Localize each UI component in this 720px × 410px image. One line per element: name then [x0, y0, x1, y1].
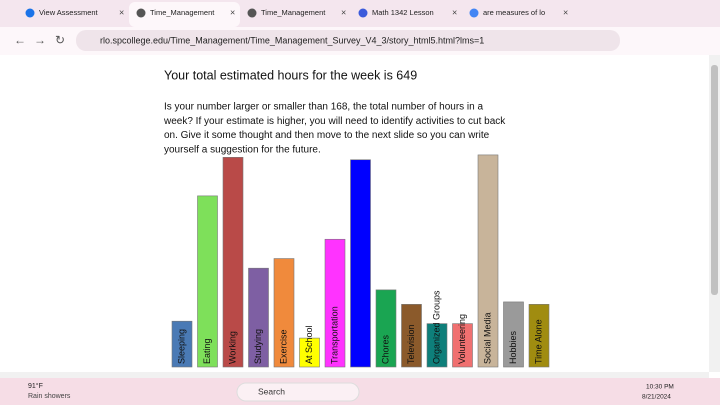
- tab-icon: [358, 8, 368, 18]
- tab-icon: [136, 8, 146, 18]
- taskbar: [0, 378, 720, 405]
- bar-label: Working: [227, 331, 237, 364]
- tab-title[interactable]: Time_Management: [150, 8, 215, 17]
- bar-label: Time Alone: [533, 319, 543, 364]
- bar: [477, 154, 499, 368]
- tab-title[interactable]: Time_Management: [261, 8, 326, 17]
- bar-label: Hobbies: [508, 330, 518, 364]
- clock-date: 8/21/2024: [642, 394, 671, 401]
- forward[interactable]: →: [34, 33, 46, 47]
- bar: [426, 323, 448, 368]
- bar: [375, 289, 397, 368]
- reload[interactable]: ↻: [55, 33, 65, 47]
- bar: [171, 320, 193, 368]
- tab-icon: [25, 8, 35, 18]
- heading: Your total estimated hours for the week …: [164, 68, 417, 82]
- bar-label: Social Media: [482, 312, 492, 364]
- bar-label: Sleeping: [176, 329, 186, 364]
- tab-close[interactable]: ×: [341, 7, 346, 17]
- h-scrollbar: [0, 372, 709, 378]
- bar: [503, 301, 524, 368]
- bar: [528, 304, 550, 368]
- paragraph-line: on. Give it some thought and then move t…: [164, 130, 490, 141]
- bar: [452, 323, 473, 368]
- bar-label: Exercise: [278, 329, 288, 364]
- scroll-thumb[interactable]: [711, 65, 718, 295]
- tab-title[interactable]: View Assessment: [39, 8, 99, 17]
- bar: [273, 258, 295, 368]
- paragraph-line: yourself a suggestion for the future.: [164, 145, 321, 156]
- active-tab: [129, 2, 240, 27]
- bar-label: Organized Groups: [431, 290, 441, 364]
- bar: [401, 304, 422, 368]
- paragraph-line: week? If your estimate is higher, you wi…: [163, 116, 506, 127]
- clock-time: 10:30 PM: [646, 384, 674, 391]
- bar: [222, 157, 244, 368]
- bar-label: Volunteering: [457, 314, 467, 364]
- url-box[interactable]: [76, 30, 620, 51]
- url[interactable]: rlo.spcollege.edu/Time_Management/Time_M…: [100, 35, 484, 45]
- tab-close[interactable]: ×: [452, 7, 457, 17]
- bar-label: Television: [406, 324, 416, 364]
- tab-icon: [247, 8, 257, 18]
- bar: [350, 159, 371, 368]
- tab-title[interactable]: Math 1342 Lesson: [372, 8, 434, 17]
- bar-label: At School: [304, 325, 314, 364]
- bar: [324, 238, 346, 368]
- bar: [248, 267, 269, 368]
- bar-label: Chores: [380, 334, 390, 364]
- bar: [299, 337, 320, 368]
- back[interactable]: ←: [14, 33, 26, 47]
- bar-label: Studying: [253, 329, 263, 364]
- weather-temp: 91°F: [28, 382, 43, 390]
- tab-icon: [469, 8, 479, 18]
- weather-text: Rain showers: [28, 393, 71, 400]
- tab-close[interactable]: ×: [119, 7, 124, 17]
- bar-label: Transportation: [329, 306, 339, 364]
- bar: [197, 195, 218, 368]
- search[interactable]: Search: [258, 386, 285, 396]
- tab-close[interactable]: ×: [563, 7, 568, 17]
- search-box[interactable]: [236, 382, 360, 402]
- paragraph-line: Is your number larger or smaller than 16…: [164, 102, 483, 113]
- bar-label: Eating: [202, 338, 212, 364]
- tab-close[interactable]: ×: [230, 7, 235, 17]
- tab-title[interactable]: are measures of lo: [483, 8, 545, 17]
